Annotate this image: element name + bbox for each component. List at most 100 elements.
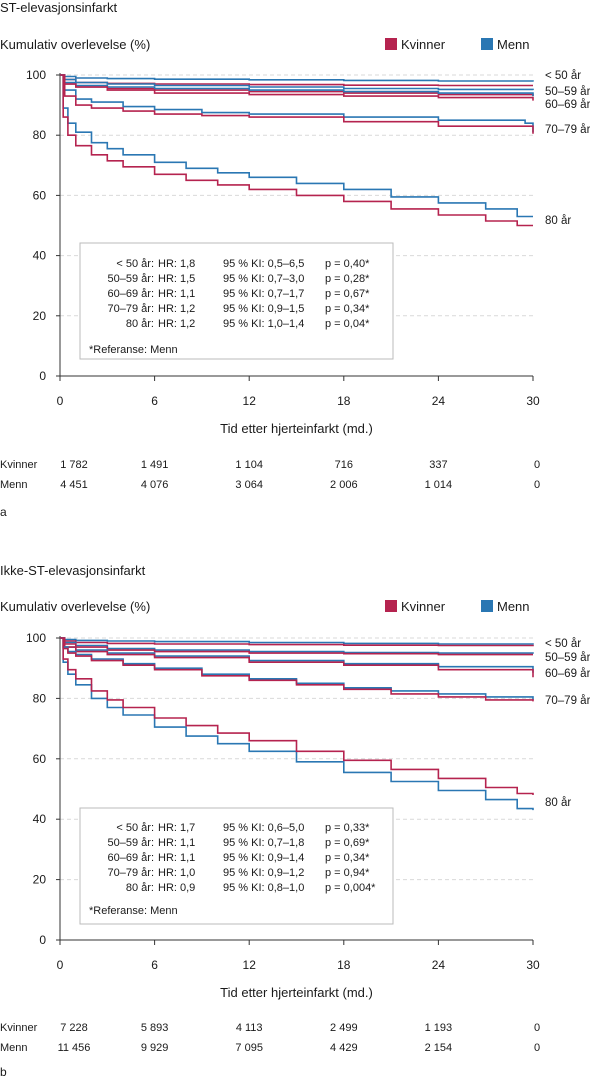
age-group-label: 70–79 år (545, 124, 590, 136)
hr-ci: 95 % KI: 0,8–1,0 (223, 882, 304, 894)
hr-value: HR: 1,5 (158, 273, 195, 285)
panel-label: a (0, 505, 7, 519)
x-tick-label: 30 (526, 958, 540, 972)
hr-p-value: p = 0,04* (325, 318, 370, 330)
x-tick-label: 18 (337, 958, 351, 972)
hr-table-box (79, 807, 394, 925)
at-risk-value: 2 006 (330, 479, 358, 491)
y-tick-label: 80 (33, 691, 47, 705)
legend-label-women: Kvinner (401, 37, 446, 52)
survival-curve-men-2 (60, 74, 534, 91)
hr-age: < 50 år: (116, 258, 154, 270)
hr-p-value: p = 0,33* (325, 822, 370, 834)
at-risk-value: 7 228 (60, 1022, 88, 1034)
x-tick-label: 0 (57, 958, 64, 972)
survival-curve-women-3 (60, 637, 533, 656)
at-risk-label: Kvinner (0, 459, 38, 471)
hr-value: HR: 1,8 (158, 258, 195, 270)
x-tick-label: 0 (57, 394, 64, 408)
at-risk-value: 1 491 (141, 459, 169, 471)
survival-curve-men-4 (60, 74, 534, 97)
hr-ci: 95 % KI: 0,7–3,0 (223, 273, 304, 285)
at-risk-value: 2 499 (330, 1022, 358, 1034)
hr-table-box (79, 242, 394, 360)
hr-ci: 95 % KI: 0,7–1,8 (223, 837, 304, 849)
y-tick-label: 60 (33, 188, 47, 202)
at-risk-value: 0 (534, 479, 540, 491)
survival-curve-women-9 (60, 74, 533, 227)
legend-swatch-women (385, 38, 397, 50)
hr-value: HR: 1,2 (158, 318, 195, 330)
y-tick-label: 40 (33, 812, 47, 826)
survival-curve-men-8 (60, 74, 533, 218)
hr-value: HR: 1,2 (158, 303, 195, 315)
hr-age: 60–69 år: (108, 288, 154, 300)
hr-p-value: p = 0,34* (325, 852, 370, 864)
hr-ci: 95 % KI: 0,9–1,4 (223, 852, 304, 864)
chart-panel-a: ST-elevasjonsinfarkt Kumulativ overlevels… (0, 0, 590, 519)
hr-value: HR: 1,1 (158, 837, 195, 849)
y-axis-label: Kumulativ overlevelse (%) (0, 599, 150, 614)
at-risk-value: 0 (534, 1022, 540, 1034)
at-risk-value: 2 154 (425, 1042, 453, 1054)
at-risk-value: 11 456 (58, 1042, 91, 1054)
survival-curve-women-5 (60, 74, 534, 101)
age-group-label: 50–59 år (545, 652, 590, 664)
y-tick-label: 0 (39, 369, 46, 383)
y-tick-label: 40 (33, 249, 47, 263)
at-risk-value: 716 (335, 459, 353, 471)
x-tick-label: 24 (432, 958, 446, 972)
age-group-label: 60–69 år (545, 668, 590, 680)
hr-age: 50–59 år: (108, 837, 154, 849)
survival-curve-men-0 (60, 637, 534, 645)
hr-p-value: p = 0,004* (325, 882, 376, 894)
survival-curve-women-7 (60, 637, 534, 702)
hr-footnote: *Referanse: Menn (89, 344, 178, 356)
hr-value: HR: 1,1 (158, 852, 195, 864)
legend-label-men: Menn (497, 599, 530, 614)
legend-swatch-men (481, 600, 493, 612)
panel-label: b (0, 1065, 7, 1079)
x-tick-label: 30 (526, 394, 540, 408)
hr-footnote: *Referanse: Menn (89, 905, 178, 917)
hr-p-value: p = 0,94* (325, 867, 370, 879)
at-risk-value: 3 064 (235, 479, 263, 491)
x-tick-label: 6 (151, 958, 158, 972)
at-risk-value: 1 193 (425, 1022, 453, 1034)
age-group-label: 80 år (545, 215, 571, 227)
survival-curve-women-1 (60, 637, 534, 647)
x-tick-label: 18 (337, 394, 351, 408)
hr-age: 80 år: (126, 882, 154, 894)
hr-value: HR: 1,1 (158, 288, 195, 300)
y-tick-label: 80 (33, 128, 47, 142)
age-group-label: 70–79 år (545, 695, 590, 707)
age-group-label: < 50 år (545, 70, 581, 82)
y-tick-label: 20 (33, 309, 47, 323)
chart-title: ST-elevasjonsinfarkt (0, 0, 117, 15)
x-tick-label: 24 (432, 394, 446, 408)
hr-p-value: p = 0,40* (325, 258, 370, 270)
at-risk-value: 1 104 (235, 459, 263, 471)
hr-ci: 95 % KI: 0,6–5,0 (223, 822, 304, 834)
hr-value: HR: 1,7 (158, 822, 195, 834)
age-group-label: 60–69 år (545, 99, 590, 111)
age-group-label: < 50 år (545, 638, 581, 650)
x-axis-label: Tid etter hjerteinfarkt (md.) (220, 985, 373, 1000)
at-risk-value: 4 429 (330, 1042, 358, 1054)
hr-ci: 95 % KI: 0,5–6,5 (223, 258, 304, 270)
y-axis-label: Kumulativ overlevelse (%) (0, 37, 150, 52)
legend-label-women: Kvinner (401, 599, 446, 614)
hr-age: 60–69 år: (108, 852, 154, 864)
at-risk-label: Menn (0, 479, 28, 491)
hr-ci: 95 % KI: 0,9–1,5 (223, 303, 304, 315)
at-risk-value: 5 893 (141, 1022, 169, 1034)
hr-age: 50–59 år: (108, 273, 154, 285)
hr-p-value: p = 0,28* (325, 273, 370, 285)
hr-age: 80 år: (126, 318, 154, 330)
at-risk-value: 9 929 (141, 1042, 169, 1054)
y-tick-label: 100 (26, 631, 46, 645)
chart-title: Ikke-ST-elevasjonsinfarkt (0, 563, 146, 578)
survival-curve-men-0 (60, 74, 534, 82)
at-risk-value: 0 (534, 1042, 540, 1054)
